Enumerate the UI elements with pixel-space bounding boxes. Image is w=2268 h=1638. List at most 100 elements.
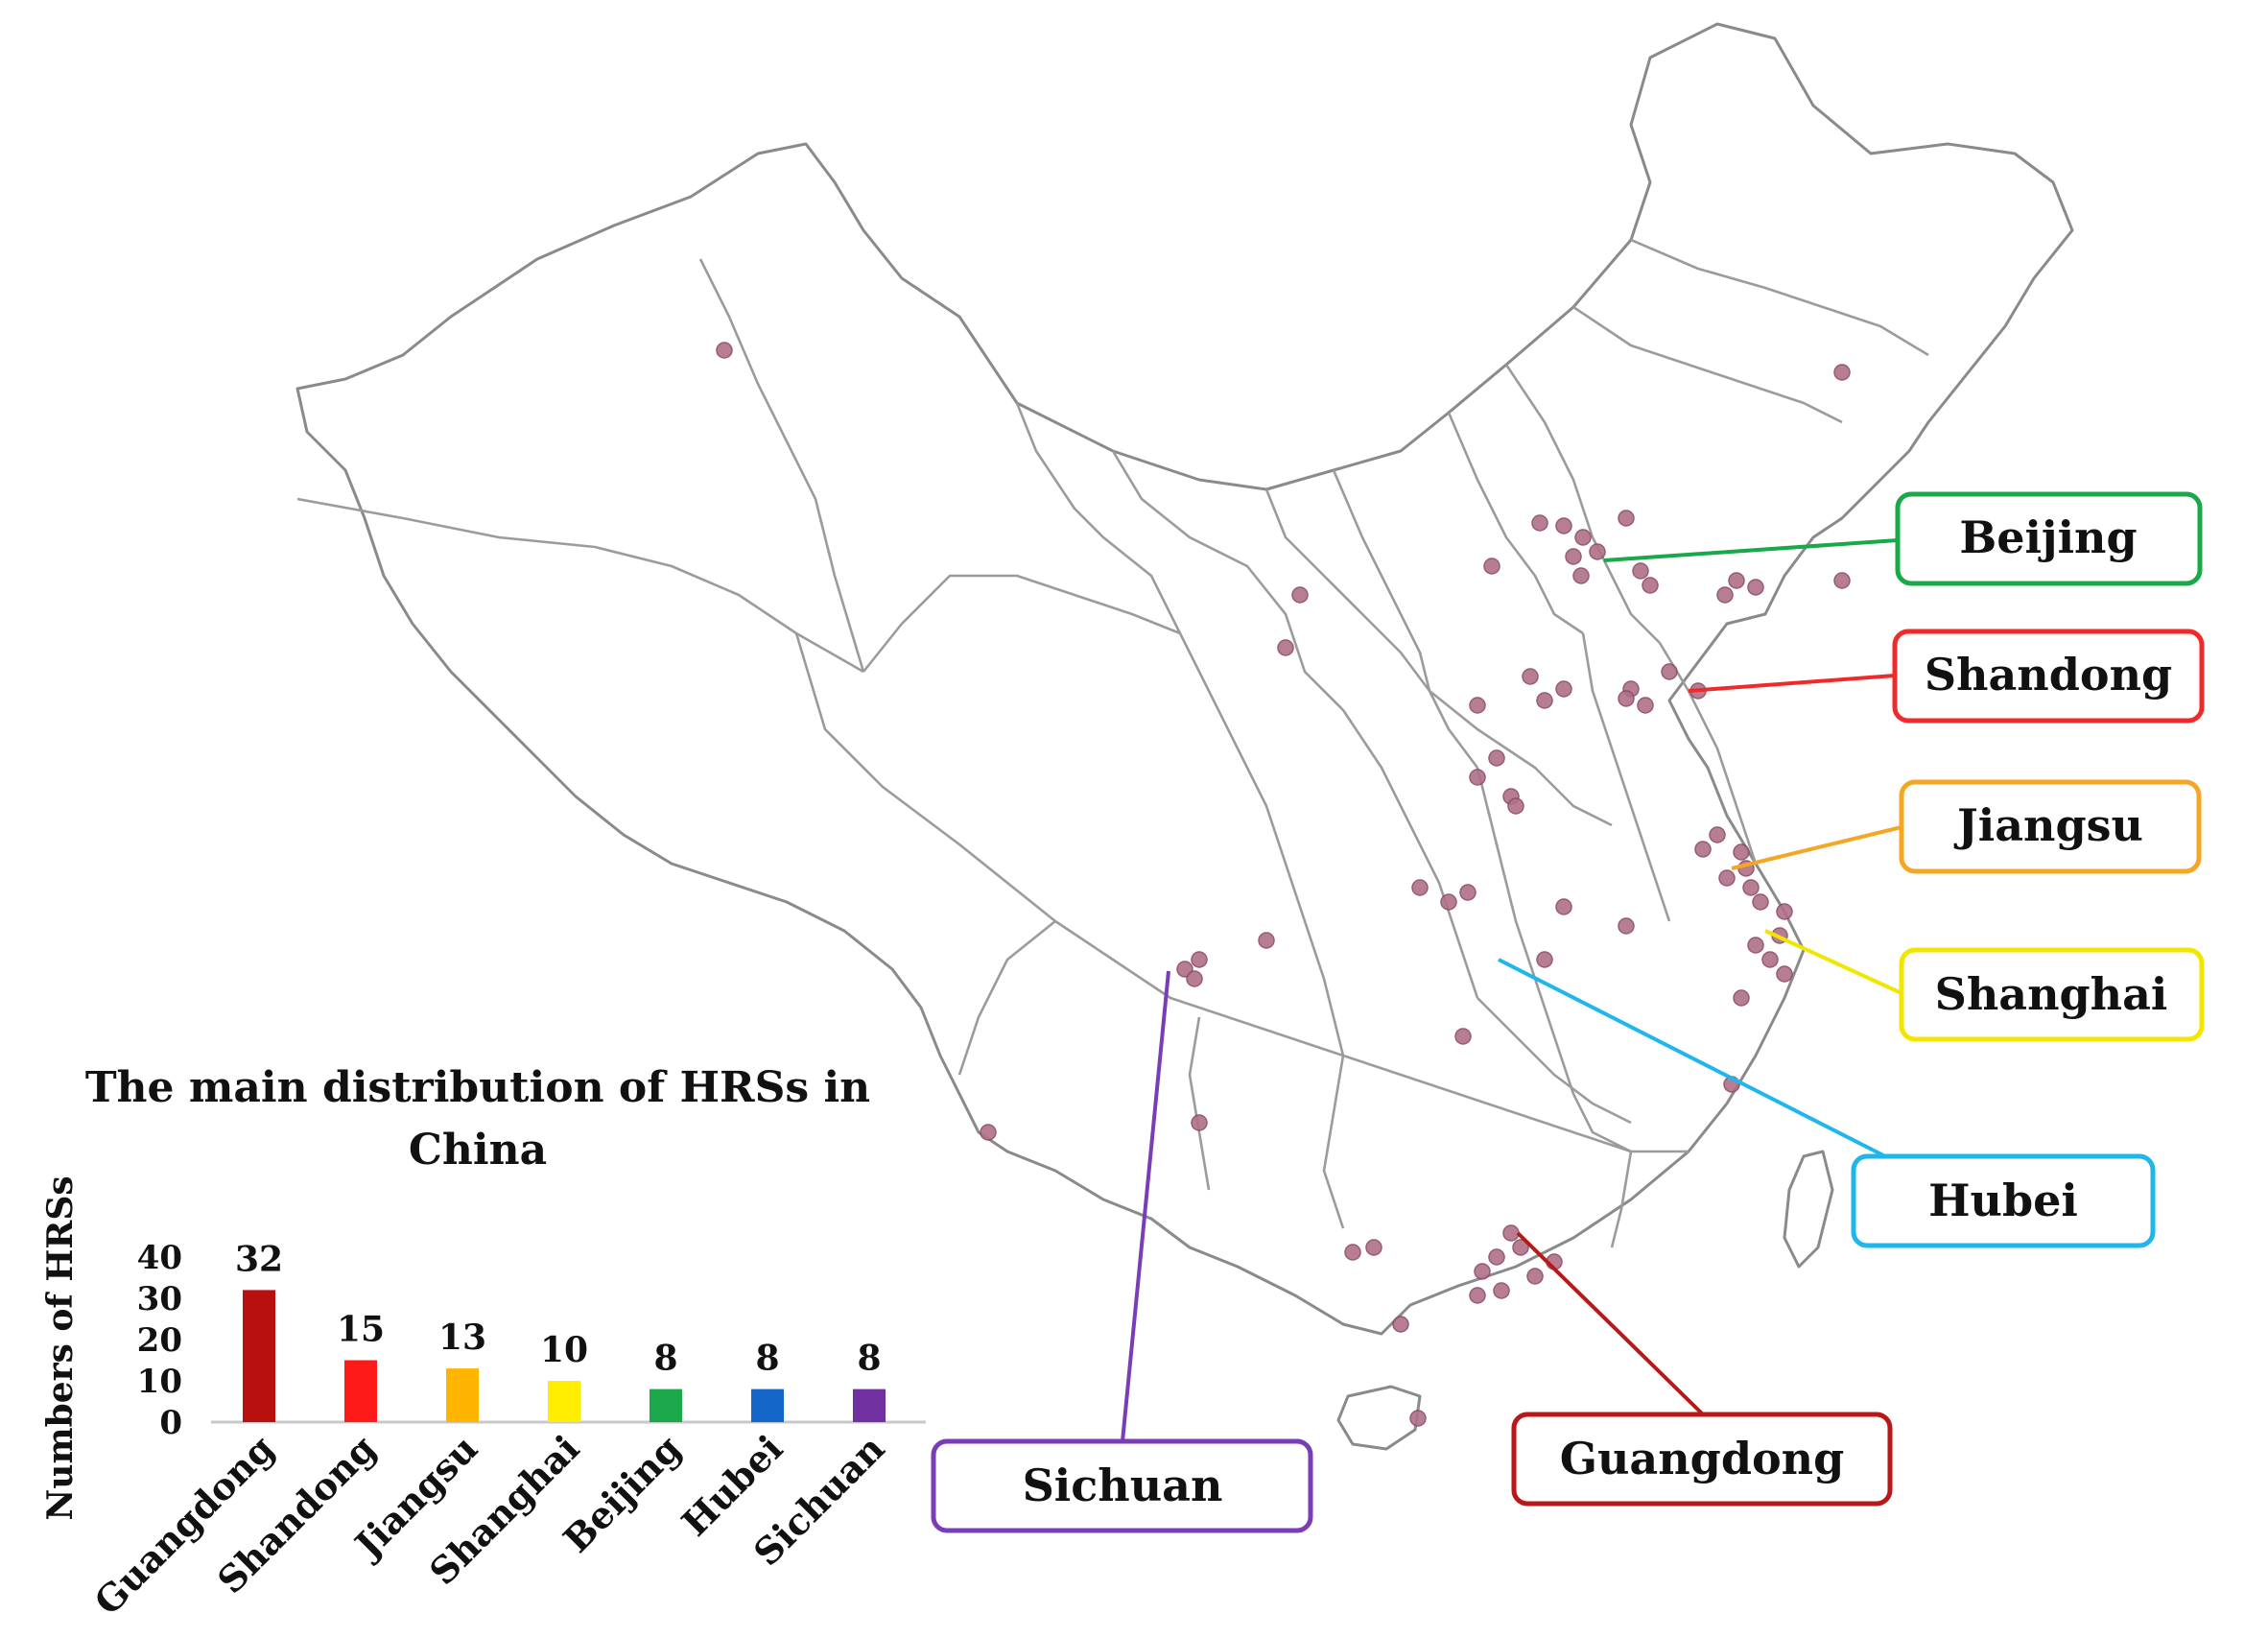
hrs-marker xyxy=(1522,668,1539,685)
hrs-marker xyxy=(1833,364,1851,381)
hrs-marker xyxy=(1536,951,1553,968)
y-tick-label: 20 xyxy=(137,1321,182,1360)
guangdong-callout-label: Guangdong xyxy=(1560,1433,1845,1484)
hrs-marker xyxy=(1565,548,1582,565)
data-label-hubei: 8 xyxy=(755,1339,779,1379)
guangdong-leader-line xyxy=(1516,1231,1705,1416)
data-label-beijing: 8 xyxy=(653,1339,677,1379)
data-label-sichuan: 8 xyxy=(857,1339,881,1379)
shanghai-callout-box xyxy=(1899,947,2205,1042)
bar-guangdong xyxy=(243,1290,275,1422)
hrs-marker xyxy=(1555,517,1572,534)
hrs-marker xyxy=(1709,826,1726,843)
hrs-marker xyxy=(1574,529,1592,546)
china-map xyxy=(295,22,2074,1451)
hubei-callout-box xyxy=(1851,1153,2156,1248)
hrs-marker xyxy=(1440,893,1457,911)
hrs-marker xyxy=(1469,697,1486,714)
y-tick-label: 10 xyxy=(137,1363,182,1401)
shandong-callout-box xyxy=(1892,629,2205,724)
data-label-shandong: 15 xyxy=(337,1310,385,1350)
hrs-marker xyxy=(1572,567,1590,584)
hrs-marker xyxy=(1191,951,1208,968)
hrs-markers xyxy=(716,342,1851,1427)
hrs-marker xyxy=(1752,893,1769,911)
hrs-marker xyxy=(1742,879,1760,896)
data-labels: 32 15 13 10 8 8 8 xyxy=(235,1239,882,1378)
y-tick-label: 30 xyxy=(137,1280,182,1318)
hrs-marker xyxy=(980,1124,997,1141)
hrs-marker xyxy=(1186,970,1203,987)
hrs-marker xyxy=(1694,841,1712,858)
hrs-marker xyxy=(1502,1224,1520,1242)
hrs-marker xyxy=(1258,932,1275,949)
hrs-marker xyxy=(1747,937,1764,954)
hrs-marker xyxy=(1291,586,1309,604)
bar-hubei xyxy=(751,1389,784,1422)
y-tick-label: 0 xyxy=(159,1404,182,1442)
beijing-leader-line xyxy=(1603,538,1899,562)
hrs-marker xyxy=(1776,965,1793,983)
hrs-marker xyxy=(1474,1263,1491,1280)
hrs-marker xyxy=(716,342,733,359)
beijing-callout-label: Beijing xyxy=(1959,511,2137,563)
hrs-marker xyxy=(1277,639,1294,656)
jiangsu-callout-label: Jiangsu xyxy=(1953,799,2143,851)
hrs-marker xyxy=(1618,690,1635,707)
hrs-marker xyxy=(1761,951,1779,968)
hrs-marker xyxy=(1618,917,1635,935)
guangdong-callout-box xyxy=(1511,1412,1893,1507)
hrs-marker xyxy=(1411,879,1429,896)
shandong-callout-label: Shandong xyxy=(1925,649,2172,700)
bar-shanghai xyxy=(548,1381,580,1422)
category-label-guangdong: Guangdong xyxy=(85,1427,282,1624)
hubei-leader-line xyxy=(1498,958,1886,1158)
hrs-marker xyxy=(1469,769,1486,786)
taiwan-outline xyxy=(1783,1150,1834,1269)
hrs-marker xyxy=(1365,1239,1382,1256)
hrs-marker xyxy=(1488,749,1505,767)
hrs-marker xyxy=(1642,577,1659,594)
bar-beijing xyxy=(650,1389,682,1422)
hrs-marker xyxy=(1733,989,1750,1007)
sichuan-callout-label: Sichuan xyxy=(1023,1460,1223,1511)
hrs-marker xyxy=(1191,1114,1208,1131)
jiangsu-leader-line xyxy=(1731,825,1902,870)
hrs-marker xyxy=(1833,572,1851,589)
bar-jiangsu xyxy=(446,1368,479,1422)
hrs-marker xyxy=(1718,869,1736,887)
hrs-marker xyxy=(1454,1028,1472,1045)
hainan-outline xyxy=(1336,1385,1422,1451)
chart-title-line-1: The main distribution of HRSs in xyxy=(85,1063,870,1112)
hrs-marker xyxy=(1618,510,1635,527)
hrs-marker xyxy=(1344,1244,1361,1261)
sichuan-leader-line xyxy=(1121,970,1170,1442)
hrs-marker xyxy=(1469,1287,1486,1304)
hrs-marker xyxy=(1483,558,1500,575)
hrs-marker xyxy=(1493,1282,1510,1299)
shandong-leader-line xyxy=(1688,674,1896,693)
china-outline xyxy=(295,22,2074,1336)
hrs-marker xyxy=(1728,572,1745,589)
category-labels: GuangdongShandongJiangsuShanghaiBeijingH… xyxy=(85,1427,892,1624)
shanghai-leader-line xyxy=(1764,929,1902,995)
bar-sichuan xyxy=(853,1389,886,1422)
hrs-marker xyxy=(1512,1239,1529,1256)
hrs-marker xyxy=(1555,680,1572,698)
hrs-marker xyxy=(1747,579,1764,596)
hrs-marker xyxy=(1632,562,1649,580)
province-borders xyxy=(296,238,1929,1248)
hrs-marker xyxy=(1661,663,1678,680)
hrs-marker xyxy=(1589,543,1606,560)
data-label-shanghai: 10 xyxy=(540,1330,588,1370)
hrs-marker xyxy=(1637,697,1654,714)
hrs-marker xyxy=(1555,898,1572,915)
shanghai-callout-label: Shanghai xyxy=(1935,968,2168,1020)
data-label-jiangsu: 13 xyxy=(438,1318,486,1358)
hrs-marker xyxy=(1733,843,1750,861)
hrs-marker xyxy=(1459,884,1477,901)
hrs-marker xyxy=(1776,903,1793,920)
province-callouts: Beijing Shandong Jiangsu Shanghai Hubei … xyxy=(931,491,2205,1533)
hrs-marker xyxy=(1409,1410,1427,1427)
